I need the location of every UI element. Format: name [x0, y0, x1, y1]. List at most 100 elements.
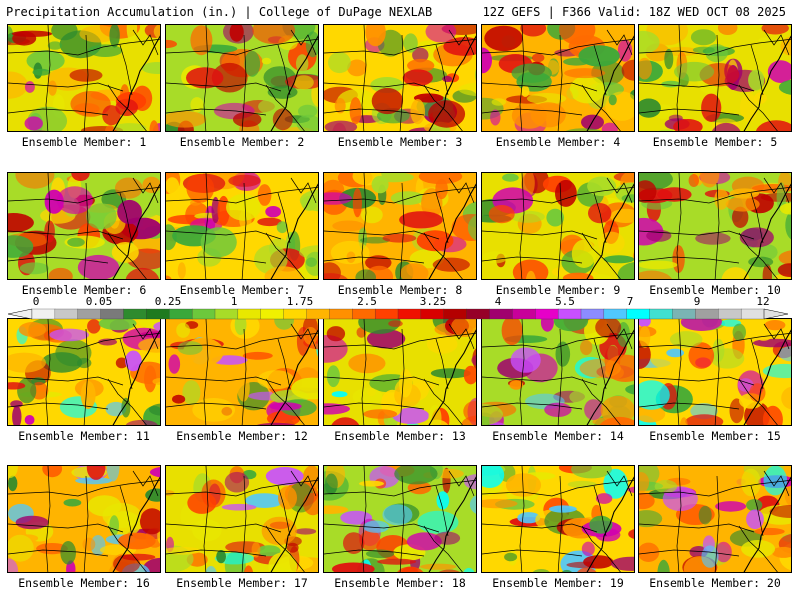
- precip-map-graphic: [324, 466, 476, 572]
- colorbar-bin: [443, 308, 468, 320]
- colorbar-bin: [100, 308, 124, 320]
- colorbar-bin: [77, 308, 102, 320]
- precip-map-graphic: [8, 173, 160, 279]
- ensemble-member-label: Ensemble Member: 9: [495, 283, 621, 297]
- precip-map-graphic: [8, 25, 160, 131]
- ensemble-member-label: Ensemble Member: 18: [334, 576, 466, 590]
- colorbar-tick-label: 5.5: [555, 295, 575, 308]
- ensemble-map-8: [323, 172, 477, 280]
- chart-title: Precipitation Accumulation (in.) | Colle…: [6, 5, 433, 19]
- precip-map-graphic: [639, 319, 791, 425]
- ensemble-member-label: Ensemble Member: 19: [492, 576, 624, 590]
- colorbar-tick-label: 3.25: [419, 295, 447, 308]
- ensemble-member-label: Ensemble Member: 10: [649, 283, 781, 297]
- ensemble-map-19: [481, 465, 635, 573]
- ensemble-member-label: Ensemble Member: 15: [649, 429, 781, 443]
- ensemble-member-label: Ensemble Member: 8: [337, 283, 463, 297]
- colorbar-bin: [718, 308, 742, 320]
- colorbar-bin: [740, 308, 765, 320]
- ensemble-member-label: Ensemble Member: 6: [21, 283, 147, 297]
- precipitation-colorbar: [8, 308, 788, 320]
- ensemble-member-label: Ensemble Member: 16: [18, 576, 150, 590]
- ensemble-map-2: [165, 24, 319, 132]
- colorbar-bin: [420, 308, 445, 320]
- colorbar-tick-label: 0: [32, 295, 40, 308]
- ensemble-member-label: Ensemble Member: 12: [176, 429, 308, 443]
- ensemble-member-label: Ensemble Member: 5: [652, 135, 778, 149]
- colorbar-bin: [260, 308, 285, 320]
- colorbar-bin: [283, 308, 307, 320]
- colorbar-bin: [603, 308, 628, 320]
- ensemble-member-label: Ensemble Member: 14: [492, 429, 624, 443]
- precip-map-graphic: [639, 173, 791, 279]
- precip-map-graphic: [8, 319, 160, 425]
- precip-map-graphic: [166, 25, 318, 131]
- ensemble-map-17: [165, 465, 319, 573]
- ensemble-map-7: [165, 172, 319, 280]
- ensemble-member-label: Ensemble Member: 11: [18, 429, 150, 443]
- colorbar-bin: [31, 308, 56, 320]
- ensemble-map-3: [323, 24, 477, 132]
- colorbar-tick-label: 7: [626, 295, 634, 308]
- ensemble-member-label: Ensemble Member: 20: [649, 576, 781, 590]
- ensemble-member-label: Ensemble Member: 2: [179, 135, 305, 149]
- colorbar-tick-label: 1: [230, 295, 238, 308]
- ensemble-member-label: Ensemble Member: 1: [21, 135, 147, 149]
- colorbar-bin: [214, 308, 239, 320]
- colorbar-bin: [329, 308, 353, 320]
- colorbar-bin: [123, 308, 147, 320]
- precip-map-graphic: [166, 173, 318, 279]
- valid-time-label: 12Z GEFS | F366 Valid: 18Z WED OCT 08 20…: [482, 5, 786, 19]
- precip-map-graphic: [166, 319, 318, 425]
- colorbar-bin: [191, 308, 216, 320]
- precip-map-graphic: [482, 466, 634, 572]
- colorbar-bin: [672, 308, 696, 320]
- ensemble-member-label: Ensemble Member: 17: [176, 576, 308, 590]
- ensemble-map-18: [323, 465, 477, 573]
- ensemble-map-10: [638, 172, 792, 280]
- colorbar-bin: [489, 308, 513, 320]
- colorbar-tick-label: 9: [693, 295, 701, 308]
- colorbar-bin: [557, 308, 582, 320]
- ensemble-map-4: [481, 24, 635, 132]
- colorbar-bin: [237, 308, 262, 320]
- colorbar-bin: [352, 308, 376, 320]
- ensemble-map-12: [165, 318, 319, 426]
- colorbar-tick-label: 2.5: [357, 295, 377, 308]
- colorbar-bin: [626, 308, 651, 320]
- colorbar-bin: [466, 308, 490, 320]
- ensemble-map-14: [481, 318, 635, 426]
- colorbar-bin: [512, 308, 536, 320]
- colorbar-tick-label: 4: [494, 295, 502, 308]
- colorbar-bin: [695, 308, 719, 320]
- precip-map-graphic: [482, 319, 634, 425]
- ensemble-map-9: [481, 172, 635, 280]
- ensemble-map-13: [323, 318, 477, 426]
- ensemble-member-label: Ensemble Member: 4: [495, 135, 621, 149]
- precip-map-graphic: [324, 25, 476, 131]
- precip-map-graphic: [324, 319, 476, 425]
- ensemble-member-label: Ensemble Member: 7: [179, 283, 305, 297]
- colorbar-tick-label: 1.75: [286, 295, 314, 308]
- precip-map-graphic: [482, 173, 634, 279]
- colorbar-bin: [54, 308, 79, 320]
- colorbar-bin: [535, 308, 559, 320]
- ensemble-map-5: [638, 24, 792, 132]
- ensemble-map-6: [7, 172, 161, 280]
- ensemble-member-label: Ensemble Member: 3: [337, 135, 463, 149]
- colorbar-bin: [649, 308, 673, 320]
- ensemble-member-label: Ensemble Member: 13: [334, 429, 466, 443]
- ensemble-map-1: [7, 24, 161, 132]
- precip-map-graphic: [639, 25, 791, 131]
- colorbar-bin: [306, 308, 330, 320]
- precip-map-graphic: [324, 173, 476, 279]
- precip-map-graphic: [639, 466, 791, 572]
- colorbar-min-arrow: [8, 308, 33, 320]
- ensemble-map-11: [7, 318, 161, 426]
- colorbar-bin: [169, 308, 193, 320]
- precip-map-graphic: [8, 466, 160, 572]
- ensemble-map-20: [638, 465, 792, 573]
- precip-map-graphic: [482, 25, 634, 131]
- colorbar-max-arrow: [763, 308, 788, 320]
- colorbar-bin: [146, 308, 170, 320]
